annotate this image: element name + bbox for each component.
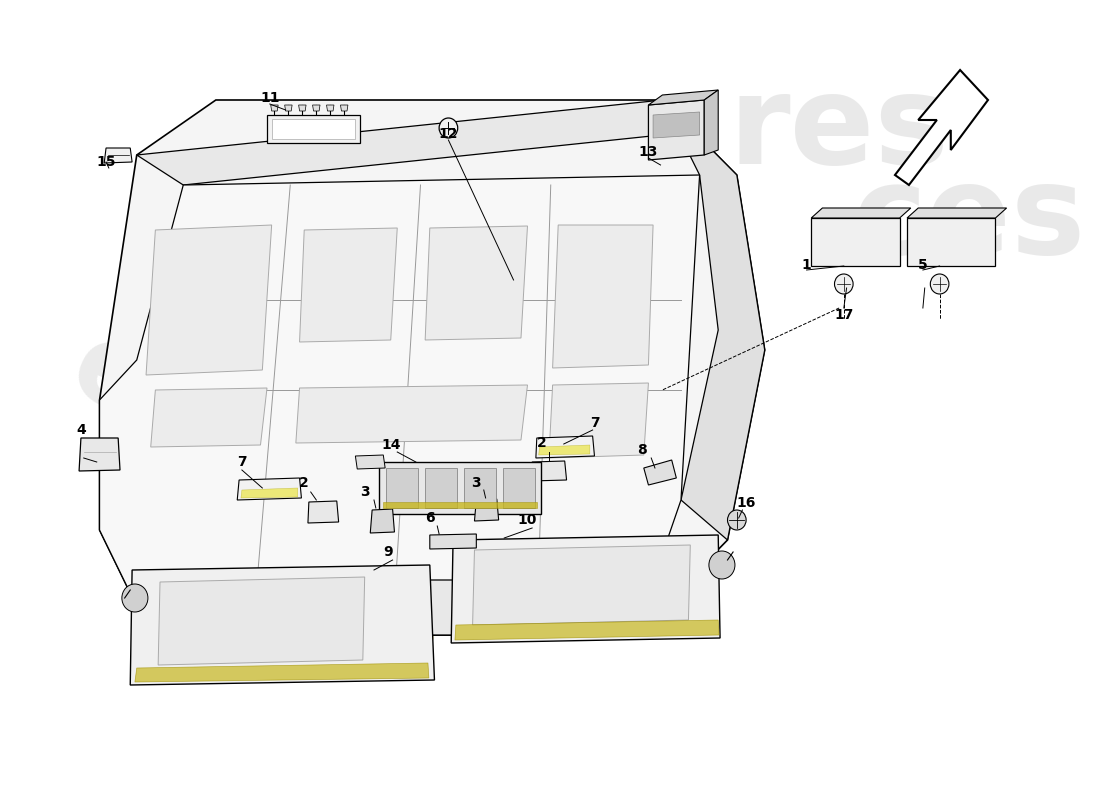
Text: 14: 14 xyxy=(381,438,400,452)
Polygon shape xyxy=(158,577,365,665)
Text: res: res xyxy=(729,70,949,190)
Polygon shape xyxy=(296,385,528,443)
Polygon shape xyxy=(383,502,537,508)
Text: europarts: europarts xyxy=(54,312,657,668)
Polygon shape xyxy=(474,499,498,521)
Polygon shape xyxy=(451,535,720,643)
Polygon shape xyxy=(648,100,704,160)
Polygon shape xyxy=(386,468,418,508)
Polygon shape xyxy=(895,70,988,185)
Polygon shape xyxy=(531,461,566,481)
Text: 10: 10 xyxy=(518,513,537,527)
Polygon shape xyxy=(146,225,272,375)
Polygon shape xyxy=(312,105,320,111)
Polygon shape xyxy=(308,501,339,523)
Text: 16: 16 xyxy=(736,496,756,510)
Polygon shape xyxy=(455,620,719,640)
Polygon shape xyxy=(130,565,434,685)
Polygon shape xyxy=(241,488,298,498)
Polygon shape xyxy=(151,580,635,635)
Polygon shape xyxy=(662,100,764,540)
Circle shape xyxy=(931,274,949,294)
Polygon shape xyxy=(549,383,648,458)
Text: 9: 9 xyxy=(383,545,393,559)
Polygon shape xyxy=(426,468,456,508)
Circle shape xyxy=(708,551,735,579)
Text: 17: 17 xyxy=(834,308,854,322)
Text: 8: 8 xyxy=(637,443,647,457)
Polygon shape xyxy=(648,90,718,105)
Text: 5: 5 xyxy=(918,258,927,272)
Text: a passion for parts
since 1985: a passion for parts since 1985 xyxy=(187,475,524,685)
Text: 2: 2 xyxy=(537,436,547,450)
Text: 13: 13 xyxy=(639,145,658,159)
Polygon shape xyxy=(552,225,653,368)
Polygon shape xyxy=(704,90,718,155)
Polygon shape xyxy=(908,218,996,266)
Text: 2: 2 xyxy=(299,476,309,490)
Text: 4: 4 xyxy=(76,423,86,437)
Polygon shape xyxy=(341,105,348,111)
Text: 3: 3 xyxy=(360,485,370,499)
Polygon shape xyxy=(327,105,334,111)
Polygon shape xyxy=(430,534,476,549)
Text: 6: 6 xyxy=(425,511,435,525)
Text: 7: 7 xyxy=(238,455,246,469)
Circle shape xyxy=(835,274,854,294)
Polygon shape xyxy=(135,663,429,682)
Polygon shape xyxy=(298,105,306,111)
Polygon shape xyxy=(811,208,911,218)
Polygon shape xyxy=(908,208,1007,218)
Polygon shape xyxy=(355,455,385,469)
Text: 12: 12 xyxy=(439,127,459,141)
Text: 3: 3 xyxy=(472,476,481,490)
Polygon shape xyxy=(299,228,397,342)
Polygon shape xyxy=(536,436,594,458)
Polygon shape xyxy=(99,100,764,635)
Polygon shape xyxy=(267,115,360,143)
Polygon shape xyxy=(79,438,120,471)
Polygon shape xyxy=(271,105,278,111)
Polygon shape xyxy=(426,226,528,340)
Circle shape xyxy=(727,510,746,530)
Polygon shape xyxy=(811,218,900,266)
Polygon shape xyxy=(539,445,590,455)
Polygon shape xyxy=(644,460,676,485)
Text: 11: 11 xyxy=(260,91,279,105)
Polygon shape xyxy=(272,119,355,139)
Text: 1: 1 xyxy=(802,258,812,272)
Polygon shape xyxy=(99,175,700,635)
Polygon shape xyxy=(371,509,395,533)
Polygon shape xyxy=(473,545,691,625)
Text: ces: ces xyxy=(852,159,1086,281)
Polygon shape xyxy=(238,478,301,500)
Text: 15: 15 xyxy=(97,155,116,169)
Polygon shape xyxy=(378,462,541,514)
Circle shape xyxy=(122,584,147,612)
Polygon shape xyxy=(504,468,535,508)
Text: 7: 7 xyxy=(591,416,601,430)
Polygon shape xyxy=(104,148,132,163)
Polygon shape xyxy=(464,468,496,508)
Polygon shape xyxy=(285,105,293,111)
Circle shape xyxy=(439,118,458,138)
Polygon shape xyxy=(136,100,708,185)
Polygon shape xyxy=(653,112,700,138)
Polygon shape xyxy=(151,388,267,447)
